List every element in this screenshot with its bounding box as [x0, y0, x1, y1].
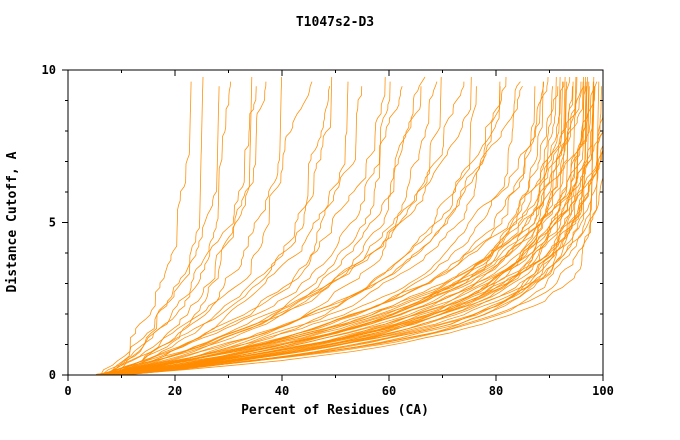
model-curve [110, 81, 465, 375]
model-curve [118, 81, 600, 375]
model-curve [105, 86, 403, 375]
model-curve [114, 86, 422, 375]
model-curve [125, 86, 602, 375]
model-curve [100, 86, 220, 375]
model-curve [104, 86, 257, 375]
y-tick-label: 0 [49, 368, 56, 382]
model-curve [102, 81, 313, 375]
model-curve [108, 86, 587, 375]
model-curve [96, 81, 565, 375]
x-tick-label: 60 [382, 384, 396, 398]
model-curve [124, 86, 604, 375]
model-curve [112, 76, 333, 375]
model-curve [121, 76, 584, 375]
x-tick-label: 40 [275, 384, 289, 398]
model-curve [118, 81, 438, 375]
model-curve [112, 76, 507, 375]
model-curve [106, 81, 192, 375]
plot-border [67, 69, 604, 376]
model-curve [105, 76, 426, 375]
model-curve [110, 76, 386, 375]
model-curve [104, 81, 594, 375]
y-tick-label: 10 [42, 63, 56, 77]
y-axis-label: Distance Cutoff, A [5, 151, 20, 292]
model-curve [105, 86, 536, 375]
model-curve [110, 81, 267, 375]
model-curve [107, 81, 582, 375]
model-curve [118, 76, 586, 375]
model-curve [115, 86, 477, 375]
model-curve [101, 81, 563, 375]
model-curve [105, 86, 331, 375]
model-curve [114, 81, 544, 375]
model-curve [111, 76, 577, 375]
tick-labels: 0 20 40 60 80 100 0 5 10 [42, 63, 614, 398]
chart-title: T1047s2-D3 [296, 15, 374, 30]
model-curve [99, 77, 604, 375]
model-curve [128, 81, 587, 375]
model-curve [104, 86, 595, 375]
model-curve [100, 81, 584, 375]
x-tick-label: 100 [592, 384, 614, 398]
x-tick-label: 80 [489, 384, 503, 398]
model-curve [116, 86, 363, 375]
model-curve [101, 76, 472, 375]
model-curves [95, 76, 604, 375]
model-curve [110, 77, 604, 375]
model-curve [102, 81, 521, 375]
model-curve [100, 76, 442, 375]
model-curve [113, 76, 204, 375]
model-curve [127, 76, 571, 375]
x-tick-label: 20 [168, 384, 182, 398]
model-curve [105, 85, 523, 375]
model-curve [130, 76, 595, 375]
model-curve [109, 81, 568, 375]
y-tick-label: 5 [49, 216, 56, 230]
model-curve [101, 81, 349, 375]
model-curve [129, 81, 595, 375]
model-curve [107, 76, 282, 375]
model-curve [96, 86, 596, 375]
model-curve [100, 76, 549, 375]
axes-and-ticks [62, 69, 604, 381]
x-axis-label: Percent of Residues (CA) [241, 403, 429, 418]
model-curve [107, 81, 231, 375]
x-tick-label: 0 [64, 384, 71, 398]
model-curve [110, 86, 501, 375]
